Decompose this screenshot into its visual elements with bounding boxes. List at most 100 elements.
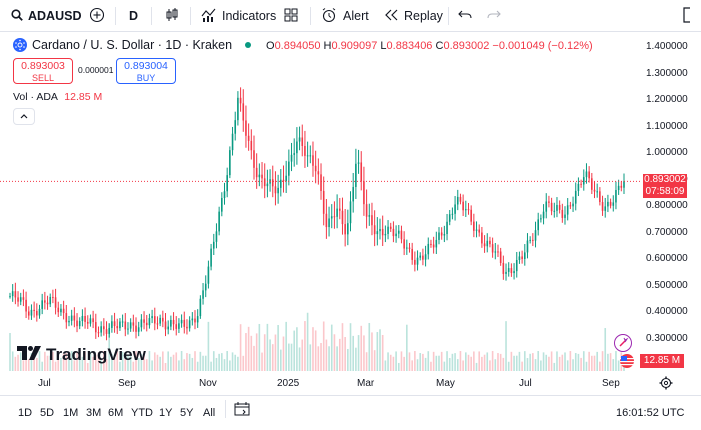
candle-body [60,308,62,313]
volume-bar [135,351,137,371]
utc-clock[interactable]: 16:01:52 UTC [616,407,685,419]
alert-button[interactable]: Alert [321,0,369,32]
candle-body [416,257,419,265]
volume-bar [494,359,497,371]
volume-bar [199,351,202,371]
candle-body [266,183,269,187]
candle-body [116,326,119,329]
time-tick-label: May [436,378,455,389]
range-button-5y[interactable]: 5Y [180,407,194,419]
range-button-5d[interactable]: 5D [40,407,55,419]
candle-body [438,232,440,240]
indicators-button[interactable]: Indicators [201,0,276,32]
symbol-name: ADAUSD [28,9,82,23]
volume-bar [443,361,446,371]
price-scale[interactable]: 1.400000 1.300000 1.200000 1.100000 1.000000… [640,33,701,371]
candle-body [424,254,427,260]
volume-bar [36,357,38,371]
range-button-1y[interactable]: 1Y [159,407,173,419]
volume-bar [379,329,381,371]
range-button-ytd[interactable]: YTD [131,407,153,419]
volume-bar [116,351,119,371]
sell-button[interactable]: 0.893003 SELL [13,58,73,84]
candle-body [564,214,566,218]
volume-bar [365,352,368,371]
volume-bar [191,357,194,371]
replay-button[interactable]: Replay [385,0,443,32]
volume-bar [422,353,424,371]
volume-bar [465,352,467,371]
candle-body [263,178,266,187]
volume-bar [124,355,127,371]
range-button-1m[interactable]: 1M [63,407,79,419]
volume-bar [558,356,561,371]
volume-bar [432,351,435,371]
volume-bar [430,361,432,371]
candle-body [180,319,183,324]
volume-bar [526,358,529,371]
news-icon[interactable] [614,334,632,352]
volume-bar [456,359,459,371]
layouts-button[interactable] [284,0,298,32]
volume-bar [355,347,357,371]
volume-bar [11,351,14,371]
undo-icon [458,9,472,24]
volume-bar [467,354,470,371]
candles-icon [164,7,180,26]
price-chart[interactable] [0,33,640,371]
candle-body [395,233,397,237]
candle-body [137,327,140,332]
volume-bar [218,353,220,371]
collapse-legend-button[interactable] [13,108,35,125]
range-button-3m[interactable]: 3M [86,407,102,419]
volume-bar [593,355,596,371]
undo-button[interactable] [458,0,472,32]
candle-body [363,181,365,205]
candle-body [588,171,590,179]
volume-bar [400,351,403,371]
symbol-search[interactable]: ADAUSD [11,0,81,32]
buy-button[interactable]: 0.893004 BUY [116,58,176,84]
candle-body [105,329,108,334]
candle-body [381,228,384,236]
candle-body [320,174,322,191]
candle-body [111,321,113,328]
volume-bar [502,357,505,371]
go-to-date-button[interactable] [234,402,250,421]
candle-body [14,291,17,298]
range-button-1d[interactable]: 1D [18,407,33,419]
volume-bar [296,327,298,371]
low-value: 0.883406 [386,40,433,52]
candle-body [615,190,617,203]
compare-button[interactable] [89,0,105,32]
range-button-6m[interactable]: 6M [108,407,124,419]
volume-bar [226,351,228,371]
candle-body [81,315,84,322]
candle-body [135,325,137,332]
volume-legend: Vol · ADA 12.85 M [13,91,102,103]
volume-bar [483,354,486,371]
candle-body [542,211,545,219]
candle-body [593,189,596,192]
chart-type-button[interactable] [164,0,180,32]
candle-body [601,202,604,211]
volume-bar [532,353,534,371]
interval-button[interactable]: D [129,9,139,23]
fullscreen-button[interactable] [683,0,697,32]
candle-body [11,291,14,297]
redo-button[interactable] [487,0,501,32]
candle-body [54,297,57,308]
candle-body [443,234,446,236]
open-value: 0.894050 [274,40,321,52]
candle-body [336,208,338,217]
candle-body [296,141,298,154]
candle-body [521,256,523,259]
volume-bar [384,360,387,371]
settings-button[interactable] [659,376,673,395]
candle-body [357,162,360,164]
candle-body [322,190,325,214]
market-status-dot [245,42,252,48]
range-button-all[interactable]: All [203,407,216,419]
candle-body [513,271,515,274]
candle-body [175,324,178,329]
